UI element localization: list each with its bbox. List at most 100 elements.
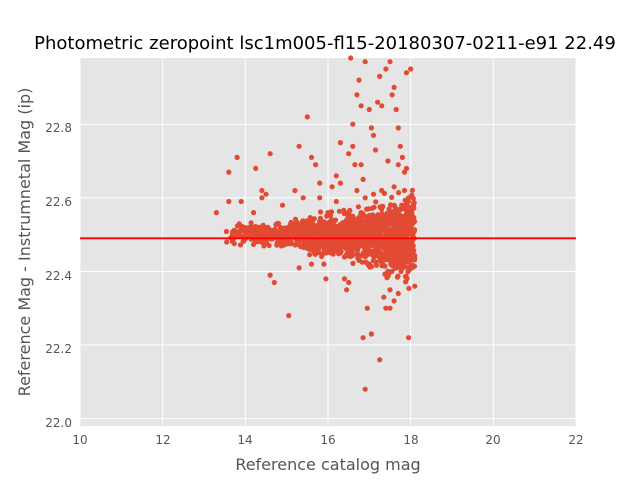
data-point [362,386,368,392]
data-point [362,195,368,201]
data-point [389,92,395,98]
data-point [291,224,298,230]
data-point [405,256,411,263]
data-point [406,335,412,341]
data-point [337,180,343,186]
data-point [360,220,366,226]
data-point [377,249,383,255]
data-point [345,225,351,231]
data-point [321,261,327,267]
data-point [303,221,309,227]
data-point [408,251,414,257]
data-point [348,55,354,61]
data-point [319,253,325,259]
data-point [296,265,302,271]
data-point [385,268,391,274]
data-point [377,204,383,210]
data-point [281,225,287,231]
data-point [373,259,379,265]
data-point [304,241,310,248]
data-point [367,240,373,246]
data-point [358,162,364,168]
data-point [372,147,379,153]
data-point [329,227,335,233]
data-point [274,242,280,248]
data-point [308,261,315,267]
data-point [382,263,388,269]
data-point [360,176,366,182]
data-point [379,103,385,109]
data-point [392,222,398,228]
data-point [299,229,305,235]
data-point [333,173,339,179]
data-point [355,239,361,245]
data-point [345,214,351,220]
data-point [341,210,348,216]
data-point [263,240,269,246]
data-point [321,240,327,246]
data-point [296,143,302,149]
data-point [296,223,302,229]
data-point [379,242,385,248]
data-point [358,103,364,109]
data-point [344,287,350,293]
data-point [311,216,317,222]
data-point [259,187,265,194]
data-point [279,202,286,208]
data-point [406,195,412,201]
data-point [337,250,343,256]
y-tick-labels: 22.0 22.2 22.4 22.6 22.8 [45,121,72,430]
x-tick-label: 20 [485,433,500,447]
data-point [275,220,282,226]
data-point [389,268,395,274]
data-point [361,232,367,238]
data-point [325,210,331,216]
data-point [252,226,258,233]
data-point [354,251,360,257]
y-tick-label: 22.8 [45,121,72,135]
data-point [395,256,401,262]
y-tick-label: 22.0 [45,416,72,430]
data-point [409,264,416,270]
data-point [350,143,356,149]
data-point [353,216,359,222]
data-point [337,140,343,146]
data-point [362,254,368,260]
data-point [318,233,324,239]
data-point [317,180,323,186]
x-tick-label: 10 [72,433,87,447]
data-point [347,246,353,252]
data-point [300,195,306,201]
data-point [350,121,356,127]
data-point [383,256,389,262]
data-point [213,210,219,216]
data-point [333,223,339,229]
data-point [249,232,255,238]
data-point [396,240,402,246]
data-point [392,250,398,256]
y-tick-label: 22.4 [45,269,72,283]
data-point [371,204,377,210]
data-point [263,225,269,231]
data-point [391,202,397,208]
data-point [412,283,418,289]
data-point [336,208,342,214]
data-point [398,216,404,223]
data-point [238,227,244,233]
data-point [360,335,366,341]
y-tick-label: 22.2 [45,342,72,356]
data-point [387,211,393,217]
x-tick-label: 22 [568,433,583,447]
data-point [393,106,399,113]
data-point [236,221,242,227]
x-axis-label: Reference catalog mag [235,455,420,474]
data-point [377,73,383,79]
data-point [370,250,377,256]
data-point [263,191,269,197]
data-point [255,239,261,245]
data-point [368,125,374,131]
data-point [325,249,331,255]
data-point [246,224,253,230]
data-point [308,154,315,160]
data-point [267,272,273,278]
